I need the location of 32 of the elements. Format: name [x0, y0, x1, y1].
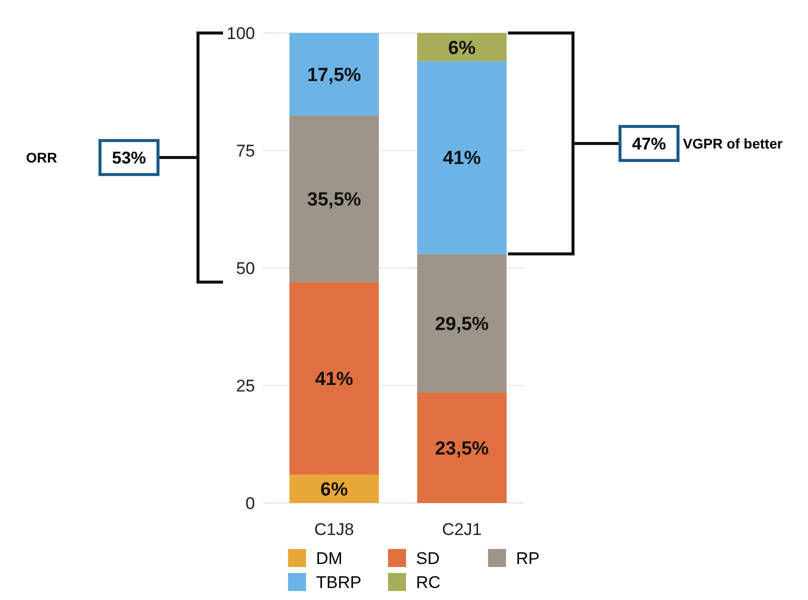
bar [417, 33, 507, 62]
legend-label: DM [316, 548, 342, 568]
y-tick-label: 50 [236, 258, 255, 278]
y-tick-label: 100 [226, 24, 255, 43]
data-label: 35,5% [307, 189, 362, 210]
bar [417, 61, 507, 254]
text: 47% [632, 134, 666, 154]
y-tick-label: 0 [246, 494, 255, 513]
x-tick-label: C2J1 [442, 520, 482, 539]
bar [417, 254, 507, 393]
data-label: 23,5% [434, 438, 489, 460]
legend-label: RP [516, 548, 540, 568]
bar [289, 33, 379, 116]
bar [417, 392, 507, 503]
data-label: 6% [320, 480, 348, 501]
text: 53% [112, 148, 146, 168]
text: ORR [26, 149, 58, 166]
y-tick-label: 75 [236, 141, 255, 160]
data-label: 41% [442, 148, 482, 170]
bar [289, 282, 379, 475]
legend-label: RC [416, 572, 441, 592]
bar [289, 474, 379, 503]
data-label: 41% [315, 369, 354, 390]
data-label: 17,5% [307, 64, 362, 86]
data-label: 6% [448, 38, 476, 59]
y-tick-label: 25 [236, 376, 255, 396]
data-label: 29,5% [434, 314, 489, 335]
x-tick-label: C1J8 [314, 520, 354, 539]
legend-label: SD [416, 548, 440, 568]
legend-label: TBRP [316, 572, 362, 592]
text: VGPR of better [683, 135, 784, 152]
bar [289, 115, 379, 282]
